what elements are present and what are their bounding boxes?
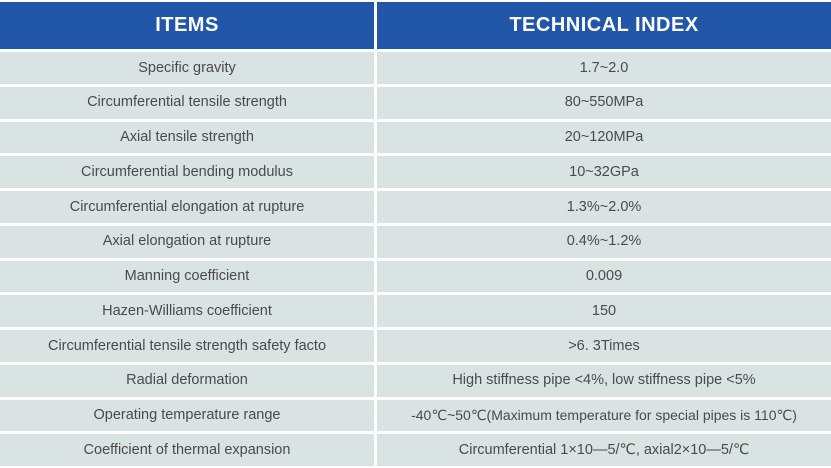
value-cell: 0.009 <box>377 260 831 293</box>
table-row: Axial elongation at rupture 0.4%~1.2% <box>0 225 831 258</box>
header-technical-index: TECHNICAL INDEX <box>377 2 831 49</box>
item-cell: Coefficient of thermal expansion <box>0 434 374 466</box>
value-cell: 1.3%~2.0% <box>377 191 831 223</box>
table-row: Circumferential bending modulus 10~32GPa <box>0 156 831 188</box>
value-cell: -40℃~50℃(Maximum temperature for special… <box>377 399 831 432</box>
table-row: Circumferential elongation at rupture 1.… <box>0 191 831 223</box>
table-row: Radial deformation High stiffness pipe <… <box>0 364 831 397</box>
item-cell: Circumferential elongation at rupture <box>0 191 374 223</box>
item-cell: Operating temperature range <box>0 399 374 432</box>
table-row: Hazen-Williams coefficient 150 <box>0 295 831 327</box>
header-items: ITEMS <box>0 2 374 49</box>
value-cell: >6. 3Times <box>377 330 831 362</box>
item-cell: Circumferential tensile strength <box>0 86 374 119</box>
value-cell: 150 <box>377 295 831 327</box>
item-cell: Axial tensile strength <box>0 121 374 154</box>
table-row: Operating temperature range -40℃~50℃(Max… <box>0 399 831 432</box>
value-cell: 80~550MPa <box>377 86 831 119</box>
value-cell: 1.7~2.0 <box>377 52 831 84</box>
table-row: Axial tensile strength 20~120MPa <box>0 121 831 154</box>
value-cell: 10~32GPa <box>377 156 831 188</box>
item-cell: Radial deformation <box>0 364 374 397</box>
value-cell: 20~120MPa <box>377 121 831 154</box>
item-cell: Circumferential tensile strength safety … <box>0 330 374 362</box>
item-cell: Circumferential bending modulus <box>0 156 374 188</box>
table-row: Circumferential tensile strength safety … <box>0 330 831 362</box>
table-row: Manning coefficient 0.009 <box>0 260 831 293</box>
item-cell: Manning coefficient <box>0 260 374 293</box>
value-cell: Circumferential 1×10—5/℃, axial2×10—5/℃ <box>377 434 831 466</box>
item-cell: Specific gravity <box>0 52 374 84</box>
value-cell: 0.4%~1.2% <box>377 225 831 258</box>
table-row: Specific gravity 1.7~2.0 <box>0 52 831 84</box>
value-cell: High stiffness pipe <4%, low stiffness p… <box>377 364 831 397</box>
table-row: Circumferential tensile strength 80~550M… <box>0 86 831 119</box>
item-cell: Axial elongation at rupture <box>0 225 374 258</box>
item-cell: Hazen-Williams coefficient <box>0 295 374 327</box>
table-header-row: ITEMS TECHNICAL INDEX <box>0 2 831 49</box>
table-row: Coefficient of thermal expansion Circumf… <box>0 434 831 466</box>
